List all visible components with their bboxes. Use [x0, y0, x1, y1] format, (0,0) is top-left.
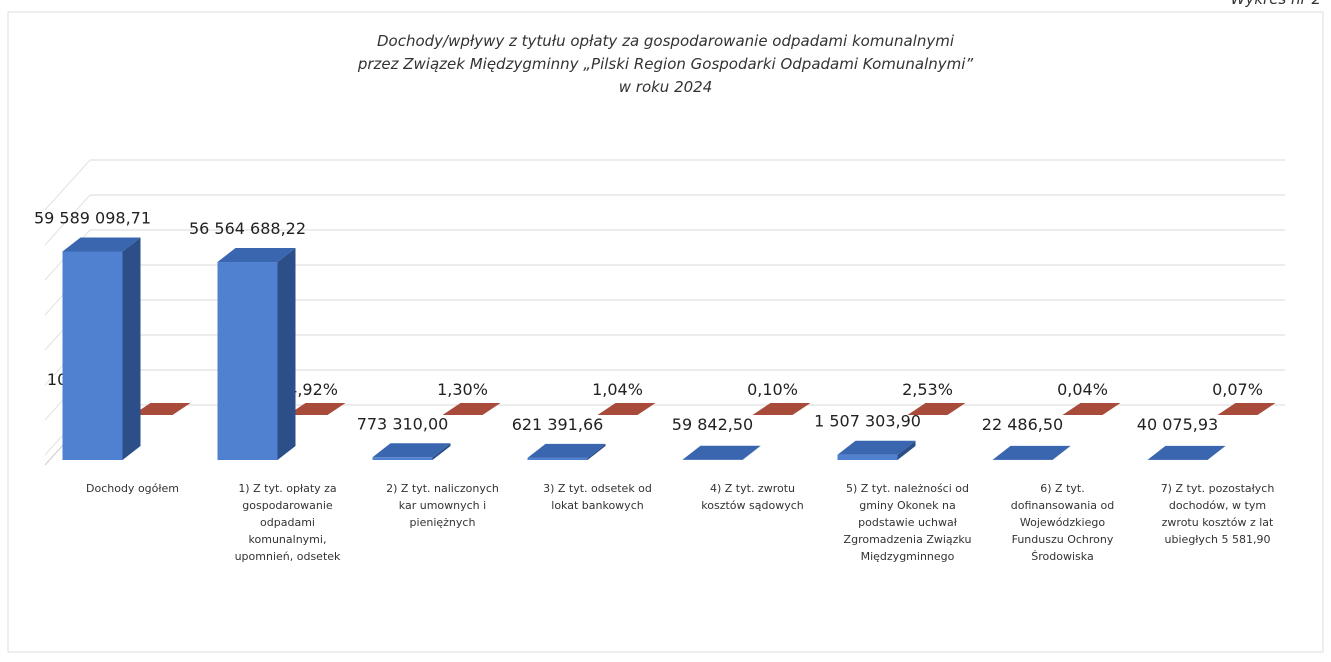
x-tick-label: Dochody ogółem	[86, 482, 179, 495]
bar-amount-side	[432, 443, 451, 460]
bar-amount-side	[277, 248, 296, 460]
bar-amount-side	[742, 445, 761, 460]
bar-amount-top	[62, 237, 141, 252]
amount-label: 621 391,66	[512, 415, 604, 434]
x-tick-label: 1) Z tyt. opłaty za gospodarowanie odpad…	[234, 482, 341, 563]
percent-label: 0,04%	[1057, 380, 1108, 399]
bar-amount-top	[527, 443, 606, 458]
x-tick-label: 4) Z tyt. zwrotu kosztów sądowych	[701, 482, 804, 512]
bar-amount-top	[217, 248, 296, 263]
grid-side	[44, 159, 91, 211]
amount-label: 59 842,50	[672, 415, 753, 434]
x-tick-label: 2) Z tyt. naliczonych kar umownych i pie…	[386, 482, 499, 529]
amount-label: 22 486,50	[982, 415, 1063, 434]
bar-amount-side	[1207, 445, 1226, 460]
bar-amount	[372, 457, 433, 460]
percent-label: 0,07%	[1212, 380, 1263, 399]
bar-percent	[287, 403, 346, 415]
bar-amount-top	[837, 440, 916, 455]
chart-title: w roku 2024	[618, 78, 713, 96]
bar-percent	[132, 403, 191, 415]
corner-label: Wykres nr 2	[1231, 0, 1321, 8]
x-tick-label: 3) Z tyt. odsetek od lokat bankowych	[543, 482, 652, 512]
x-tick-label: 6) Z tyt. dofinansowania od Wojewódzkieg…	[1010, 482, 1115, 563]
amount-label: 59 589 098,71	[34, 208, 151, 227]
bar-percent	[907, 403, 966, 415]
bar-amount-side	[587, 443, 606, 460]
amount-label: 773 310,00	[357, 414, 449, 433]
grid-side	[44, 194, 91, 246]
bar-amount	[62, 251, 123, 460]
bar-amount-side	[122, 237, 141, 460]
percent-label: 1,30%	[437, 380, 488, 399]
bar-percent	[1217, 403, 1276, 415]
x-tick-label: 5) Z tyt. należności od gminy Okonek na …	[843, 482, 972, 563]
bar-percent	[442, 403, 501, 415]
percent-label: 0,10%	[747, 380, 798, 399]
bar-amount	[217, 262, 278, 460]
chart-title: Dochody/wpływy z tytułu opłaty za gospod…	[376, 32, 954, 50]
amount-label: 40 075,93	[1137, 415, 1218, 434]
chart-title: przez Związek Międzygminny „Pilski Regio…	[357, 55, 974, 73]
bar-amount-top	[372, 443, 451, 458]
bar-percent	[752, 403, 811, 415]
amount-label: 56 564 688,22	[189, 219, 306, 238]
bar-amount	[527, 457, 588, 460]
bar-amount-side	[897, 440, 916, 460]
frame	[7, 11, 1324, 653]
percent-label: 1,04%	[592, 380, 643, 399]
amount-label: 1 507 303,90	[814, 412, 921, 431]
x-tick-label: 7) Z tyt. pozostałych dochodów, w tym zw…	[1160, 482, 1275, 546]
bar-amount-top	[1147, 445, 1226, 460]
bar-amount	[837, 454, 898, 460]
bar-amount-side	[1052, 445, 1071, 460]
bar-amount-top	[682, 445, 761, 460]
bar-amount-top	[992, 445, 1071, 460]
bar-percent	[597, 403, 656, 415]
bar-percent	[1062, 403, 1121, 415]
percent-label: 2,53%	[902, 380, 953, 399]
